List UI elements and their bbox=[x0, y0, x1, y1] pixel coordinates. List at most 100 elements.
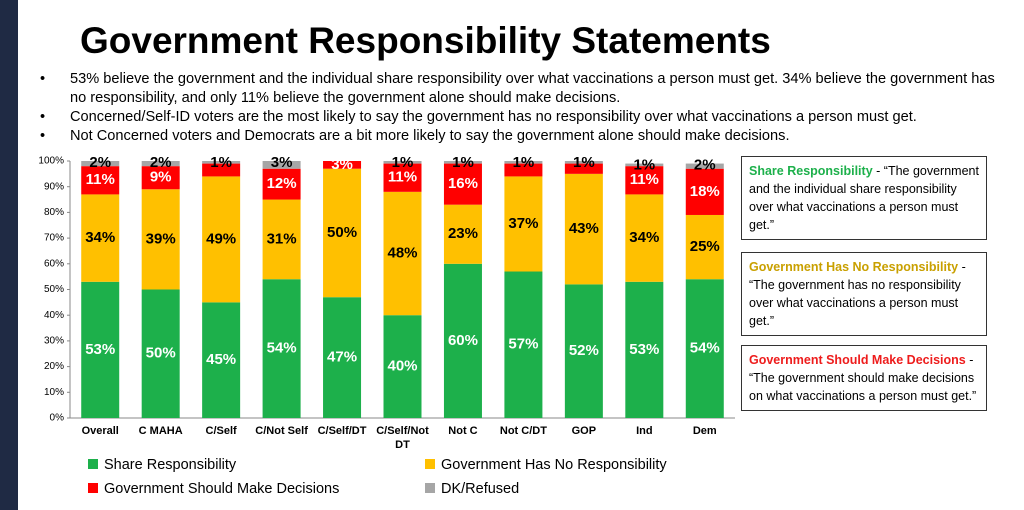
y-tick-label: 50% bbox=[44, 284, 64, 295]
legend-label: DK/Refused bbox=[441, 481, 520, 497]
bar-segment bbox=[383, 163, 422, 192]
value-label: 11% bbox=[86, 171, 115, 188]
bar-segment bbox=[141, 161, 180, 167]
value-label: 45% bbox=[206, 351, 236, 368]
definition-box: Government Should Make Decisions - “The … bbox=[741, 345, 987, 411]
bar-segment bbox=[323, 168, 362, 298]
bullet: Not Concerned voters and Democrats are a… bbox=[40, 127, 1010, 146]
bar-segment bbox=[262, 279, 301, 418]
bar-segment bbox=[202, 302, 241, 418]
value-label: 12% bbox=[267, 175, 297, 192]
value-label: 3% bbox=[271, 154, 293, 171]
bar-segment bbox=[625, 166, 664, 195]
bar-segment bbox=[685, 163, 724, 169]
value-label: 1% bbox=[573, 154, 595, 171]
x-tick-label: C MAHA bbox=[138, 425, 183, 437]
bar-segment bbox=[202, 176, 241, 303]
y-tick-label: 30% bbox=[44, 336, 64, 347]
x-tick-label: Ind bbox=[636, 425, 653, 437]
value-label: 54% bbox=[690, 340, 720, 357]
bar-segment bbox=[383, 161, 422, 164]
bar-segment bbox=[81, 166, 120, 195]
x-tick-label: C/Not Self bbox=[255, 425, 308, 437]
bullet: Concerned/Self-ID voters are the most li… bbox=[40, 108, 1010, 127]
value-label: 48% bbox=[387, 244, 417, 261]
bar-segment bbox=[504, 271, 543, 418]
x-tick-label: GOP bbox=[571, 425, 597, 437]
slide-title: Government Responsibility Statements bbox=[80, 20, 771, 61]
value-label: 37% bbox=[508, 215, 538, 232]
bar-segment bbox=[504, 163, 543, 177]
value-label: 16% bbox=[448, 175, 478, 192]
value-label: 2% bbox=[694, 157, 716, 174]
value-label: 53% bbox=[85, 341, 115, 358]
bar-segment bbox=[443, 163, 482, 205]
bar-segment bbox=[685, 279, 724, 418]
bar-segment bbox=[443, 161, 482, 164]
value-label: 31% bbox=[267, 230, 297, 247]
value-label: 57% bbox=[508, 336, 538, 353]
legend-entry: Government Should Make Decisions bbox=[88, 481, 339, 497]
y-tick-label: 10% bbox=[44, 387, 64, 398]
value-label: 49% bbox=[206, 230, 236, 247]
value-label: 1% bbox=[513, 154, 535, 171]
x-tick-label: Not C/DT bbox=[499, 425, 547, 437]
x-tick-label: C/Self/Not DT bbox=[376, 425, 429, 451]
value-label: 54% bbox=[267, 340, 297, 357]
legend-swatch bbox=[88, 459, 98, 469]
x-tick-label: C/Self/DT bbox=[317, 425, 367, 437]
legend-label: Government Should Make Decisions bbox=[104, 481, 340, 497]
bar-segment bbox=[625, 281, 664, 418]
bar-segment bbox=[564, 163, 603, 174]
value-label: 23% bbox=[448, 225, 478, 242]
value-label: 1% bbox=[452, 154, 474, 171]
value-label: 40% bbox=[387, 358, 417, 375]
value-label: 9% bbox=[150, 169, 172, 186]
side-strip bbox=[0, 0, 18, 510]
legend-swatch bbox=[425, 483, 435, 493]
y-tick-label: 40% bbox=[44, 310, 64, 321]
value-label: 25% bbox=[690, 238, 720, 255]
value-label: 50% bbox=[327, 224, 357, 241]
definition-label: Government Has No Responsibility bbox=[749, 260, 959, 274]
value-label: 2% bbox=[89, 154, 111, 171]
bar-segment bbox=[262, 199, 301, 280]
value-label: 18% bbox=[690, 183, 720, 200]
y-tick-label: 100% bbox=[38, 156, 64, 167]
x-tick-label: Dem bbox=[692, 425, 717, 437]
bar-segment bbox=[443, 204, 482, 264]
bullet-list: 53% believe the government and the indiv… bbox=[40, 70, 1010, 146]
y-tick-label: 90% bbox=[44, 181, 64, 192]
legend-entry: Government Has No Responsibility bbox=[425, 457, 667, 473]
legend-swatch bbox=[425, 459, 435, 469]
bar-segment bbox=[443, 263, 482, 418]
value-label: 34% bbox=[629, 229, 659, 246]
y-tick-label: 0% bbox=[50, 413, 65, 424]
bar-segment bbox=[141, 189, 180, 290]
bar-segment bbox=[262, 161, 301, 169]
bar-segment bbox=[81, 194, 120, 282]
bar-segment bbox=[564, 173, 603, 285]
bar-segment bbox=[685, 214, 724, 280]
value-label: 43% bbox=[569, 220, 599, 237]
y-tick-label: 70% bbox=[44, 233, 64, 244]
bar-segment bbox=[383, 315, 422, 418]
bar-segment bbox=[564, 284, 603, 418]
value-label: 3% bbox=[331, 156, 353, 173]
bar-segment bbox=[323, 297, 362, 418]
value-label: 34% bbox=[85, 229, 115, 246]
value-label: 53% bbox=[629, 341, 659, 358]
value-label: 2% bbox=[150, 154, 172, 171]
bar-segment bbox=[262, 168, 301, 200]
definition-text: - “The government has no responsibility … bbox=[749, 260, 966, 328]
bar-segment bbox=[685, 168, 724, 215]
value-label: 50% bbox=[146, 345, 176, 362]
bar-segment bbox=[141, 166, 180, 190]
legend-label: Share Responsibility bbox=[104, 457, 237, 473]
definition-label: Government Should Make Decisions bbox=[749, 353, 966, 367]
value-label: 1% bbox=[210, 154, 232, 171]
y-tick-label: 20% bbox=[44, 361, 64, 372]
legend-entry: Share Responsibility bbox=[88, 457, 236, 473]
